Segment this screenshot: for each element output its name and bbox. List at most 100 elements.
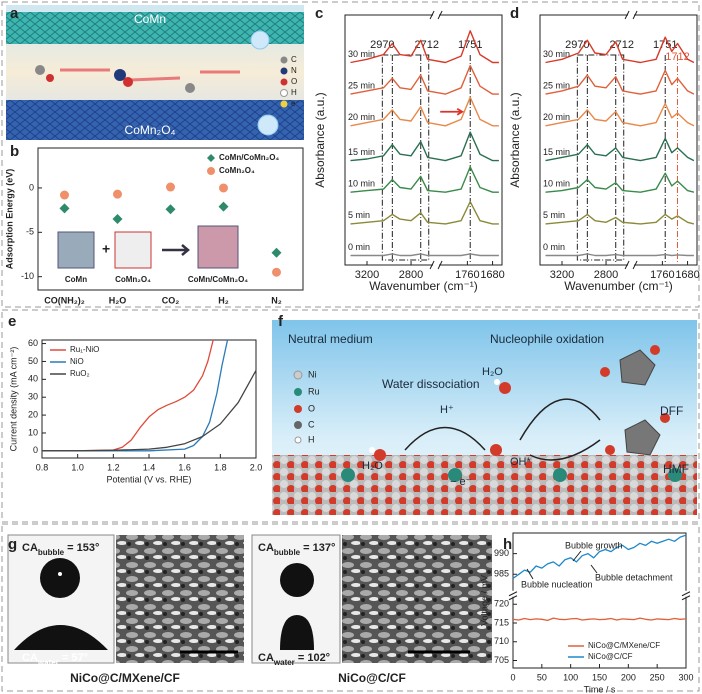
axis-break (624, 260, 638, 270)
series-label: 0 min (348, 242, 370, 252)
label: Water dissociation (382, 377, 480, 391)
y-axis-title: Absorbance (a.u.) (508, 92, 522, 187)
x-tick-label: 3200 (550, 269, 574, 281)
molecule (600, 367, 610, 377)
inset-label: CoMn/CoMn₂O₄ (188, 275, 248, 284)
arrow (529, 439, 601, 461)
x-tick-label: 3200 (355, 269, 379, 281)
series-label: 30 min (348, 49, 375, 59)
y-tick-label: 50 (28, 356, 38, 366)
ca-value: = 102° (295, 652, 330, 664)
y-tick-label: 30 (28, 392, 38, 402)
marker (218, 201, 229, 212)
atom (123, 77, 133, 87)
annotation: Bubble growth (565, 540, 623, 550)
series-label: 30 min (543, 49, 570, 59)
arrow (440, 107, 464, 116)
y-tick-label: -5 (26, 227, 34, 237)
molecule (660, 413, 670, 423)
legend-label: CoMn/CoMn₂O₄ (219, 153, 279, 162)
legend-label: H (291, 88, 297, 97)
x-tick-label: 1680 (480, 269, 504, 281)
data-line (545, 137, 695, 162)
crystal-bottom (6, 100, 304, 140)
y-tick-label: 990 (494, 548, 509, 558)
x-tick-label: 1760 (455, 269, 479, 281)
legend-label: Ru (308, 386, 320, 396)
ru-atom (553, 468, 567, 482)
atom (185, 83, 195, 93)
series-label: 20 min (543, 112, 570, 122)
micro-image (116, 535, 244, 663)
legend-label: N (291, 66, 297, 75)
ca: CA (258, 542, 274, 554)
bubble (257, 114, 279, 136)
micro-image (342, 535, 492, 663)
label: CoMn (134, 12, 166, 26)
plot-frame (344, 14, 503, 266)
marker (271, 247, 282, 258)
y-tick-label: 715 (494, 617, 509, 627)
plot-frame (37, 147, 304, 291)
data-line (350, 30, 499, 64)
legend-swatch (294, 388, 302, 396)
axis-break (624, 10, 638, 20)
bubble-drop (280, 563, 314, 597)
molecule (490, 444, 502, 456)
label: DFF (660, 404, 683, 418)
series-label: 25 min (348, 80, 375, 90)
legend-label: Ru₁-NiO (70, 345, 99, 354)
legend-label: C (308, 419, 315, 429)
x-tick-label: 100 (563, 672, 578, 682)
x-tick-label: CO(NH₂)₂ (44, 295, 85, 305)
section-frame (1, 309, 700, 523)
x-tick-label: 2800 (594, 269, 618, 281)
panel-letter: h (503, 536, 512, 553)
panel-letter: b (10, 143, 19, 160)
data-line (512, 617, 687, 622)
marker (166, 182, 175, 192)
ca: CA (22, 652, 38, 664)
y-tick-label: 710 (494, 636, 509, 646)
y-tick-label: 985 (494, 569, 509, 579)
atom (46, 74, 54, 82)
y-tick-label: -10 (21, 271, 34, 281)
label: OH* (510, 456, 532, 468)
label: HMF (663, 462, 689, 476)
series-label: 15 min (543, 147, 570, 157)
legend-swatch (294, 421, 302, 429)
x-tick-label: 2800 (399, 269, 423, 281)
x-tick-label: N₂ (271, 295, 282, 305)
data-line (350, 96, 499, 127)
y-axis-title: Voltage / mV (479, 575, 489, 626)
panel-letter: a (10, 5, 19, 22)
legend-label: C (291, 55, 297, 64)
panel-letter: c (315, 5, 323, 22)
inset-label: CoMn (65, 275, 87, 284)
legend-label: NiCo@C/CF (588, 652, 633, 661)
legend-label: e⁻ (291, 99, 300, 108)
caption: NiCo@C/MXene/CF (70, 671, 180, 685)
data-line (545, 213, 695, 225)
legend-label: O (308, 403, 315, 413)
x-tick-label: 250 (650, 672, 665, 682)
axis-break (433, 12, 440, 18)
panel-letter: f (278, 313, 284, 330)
legend-label: O (291, 77, 297, 86)
legend-swatch (280, 56, 288, 64)
series-label: 10 min (543, 179, 570, 189)
marker (60, 190, 69, 200)
ru-atom (448, 468, 462, 482)
y-tick-label: 720 (494, 599, 509, 609)
atom (35, 65, 45, 75)
x-axis-title: Potential (V vs. RHE) (106, 474, 191, 484)
label: − e⁻ (450, 476, 472, 488)
contact-angle: CAwater = 102° (258, 652, 330, 667)
label: H₂O (362, 460, 383, 472)
contact-angle: CAwater = 57° (22, 652, 88, 667)
label: H⁺ (440, 404, 454, 416)
legend-label: H (308, 434, 315, 444)
highlight (58, 572, 62, 576)
panel-f: f Neutral medium Nucleophile oxidation W… (272, 313, 697, 515)
marker (112, 214, 123, 224)
